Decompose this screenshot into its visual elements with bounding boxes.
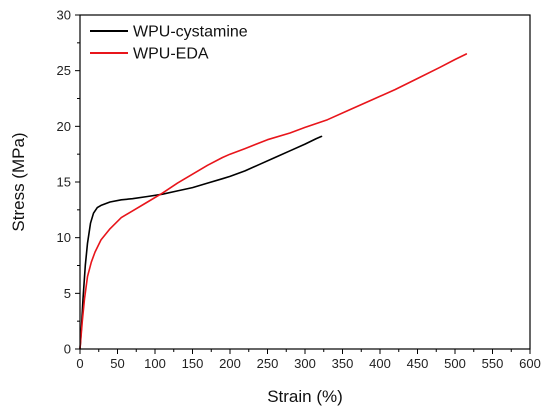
legend-label: WPU-cystamine [133,24,248,41]
x-tick-label: 100 [144,356,166,371]
y-tick-label: 5 [64,286,71,301]
legend-label: WPU-EDA [133,46,209,63]
x-tick-label: 400 [369,356,391,371]
x-tick-label: 200 [219,356,241,371]
y-tick-label: 20 [57,119,71,134]
series-line-2 [79,53,468,350]
x-tick-label: 250 [257,356,279,371]
y-tick-label: 25 [57,63,71,78]
axis-layer: 0 50 100 150 200 250 300 350 400 450 500 550 600 0 5 10… [57,8,541,372]
x-tick-label: 450 [407,356,429,371]
y-tick-label: 15 [57,175,71,190]
x-tick-label: 0 [76,356,83,371]
y-axis-title: Stress (MPa) [9,132,28,231]
x-tick-label: 150 [182,356,204,371]
x-tick-label: 500 [444,356,466,371]
x-tick-label: 300 [294,356,316,371]
x-tick-label: 50 [110,356,124,371]
series-line-1 [79,135,323,350]
x-tick-label: 600 [519,356,541,371]
x-tick-label: 550 [482,356,504,371]
legend: WPU-cystamine WPU-EDA [90,24,248,63]
y-tick-label: 10 [57,230,71,245]
x-axis-title: Strain (%) [267,387,343,406]
y-tick-label: 30 [57,8,71,23]
x-tick-label: 350 [332,356,354,371]
series-layer [79,53,468,350]
y-tick-label: 0 [64,342,71,357]
